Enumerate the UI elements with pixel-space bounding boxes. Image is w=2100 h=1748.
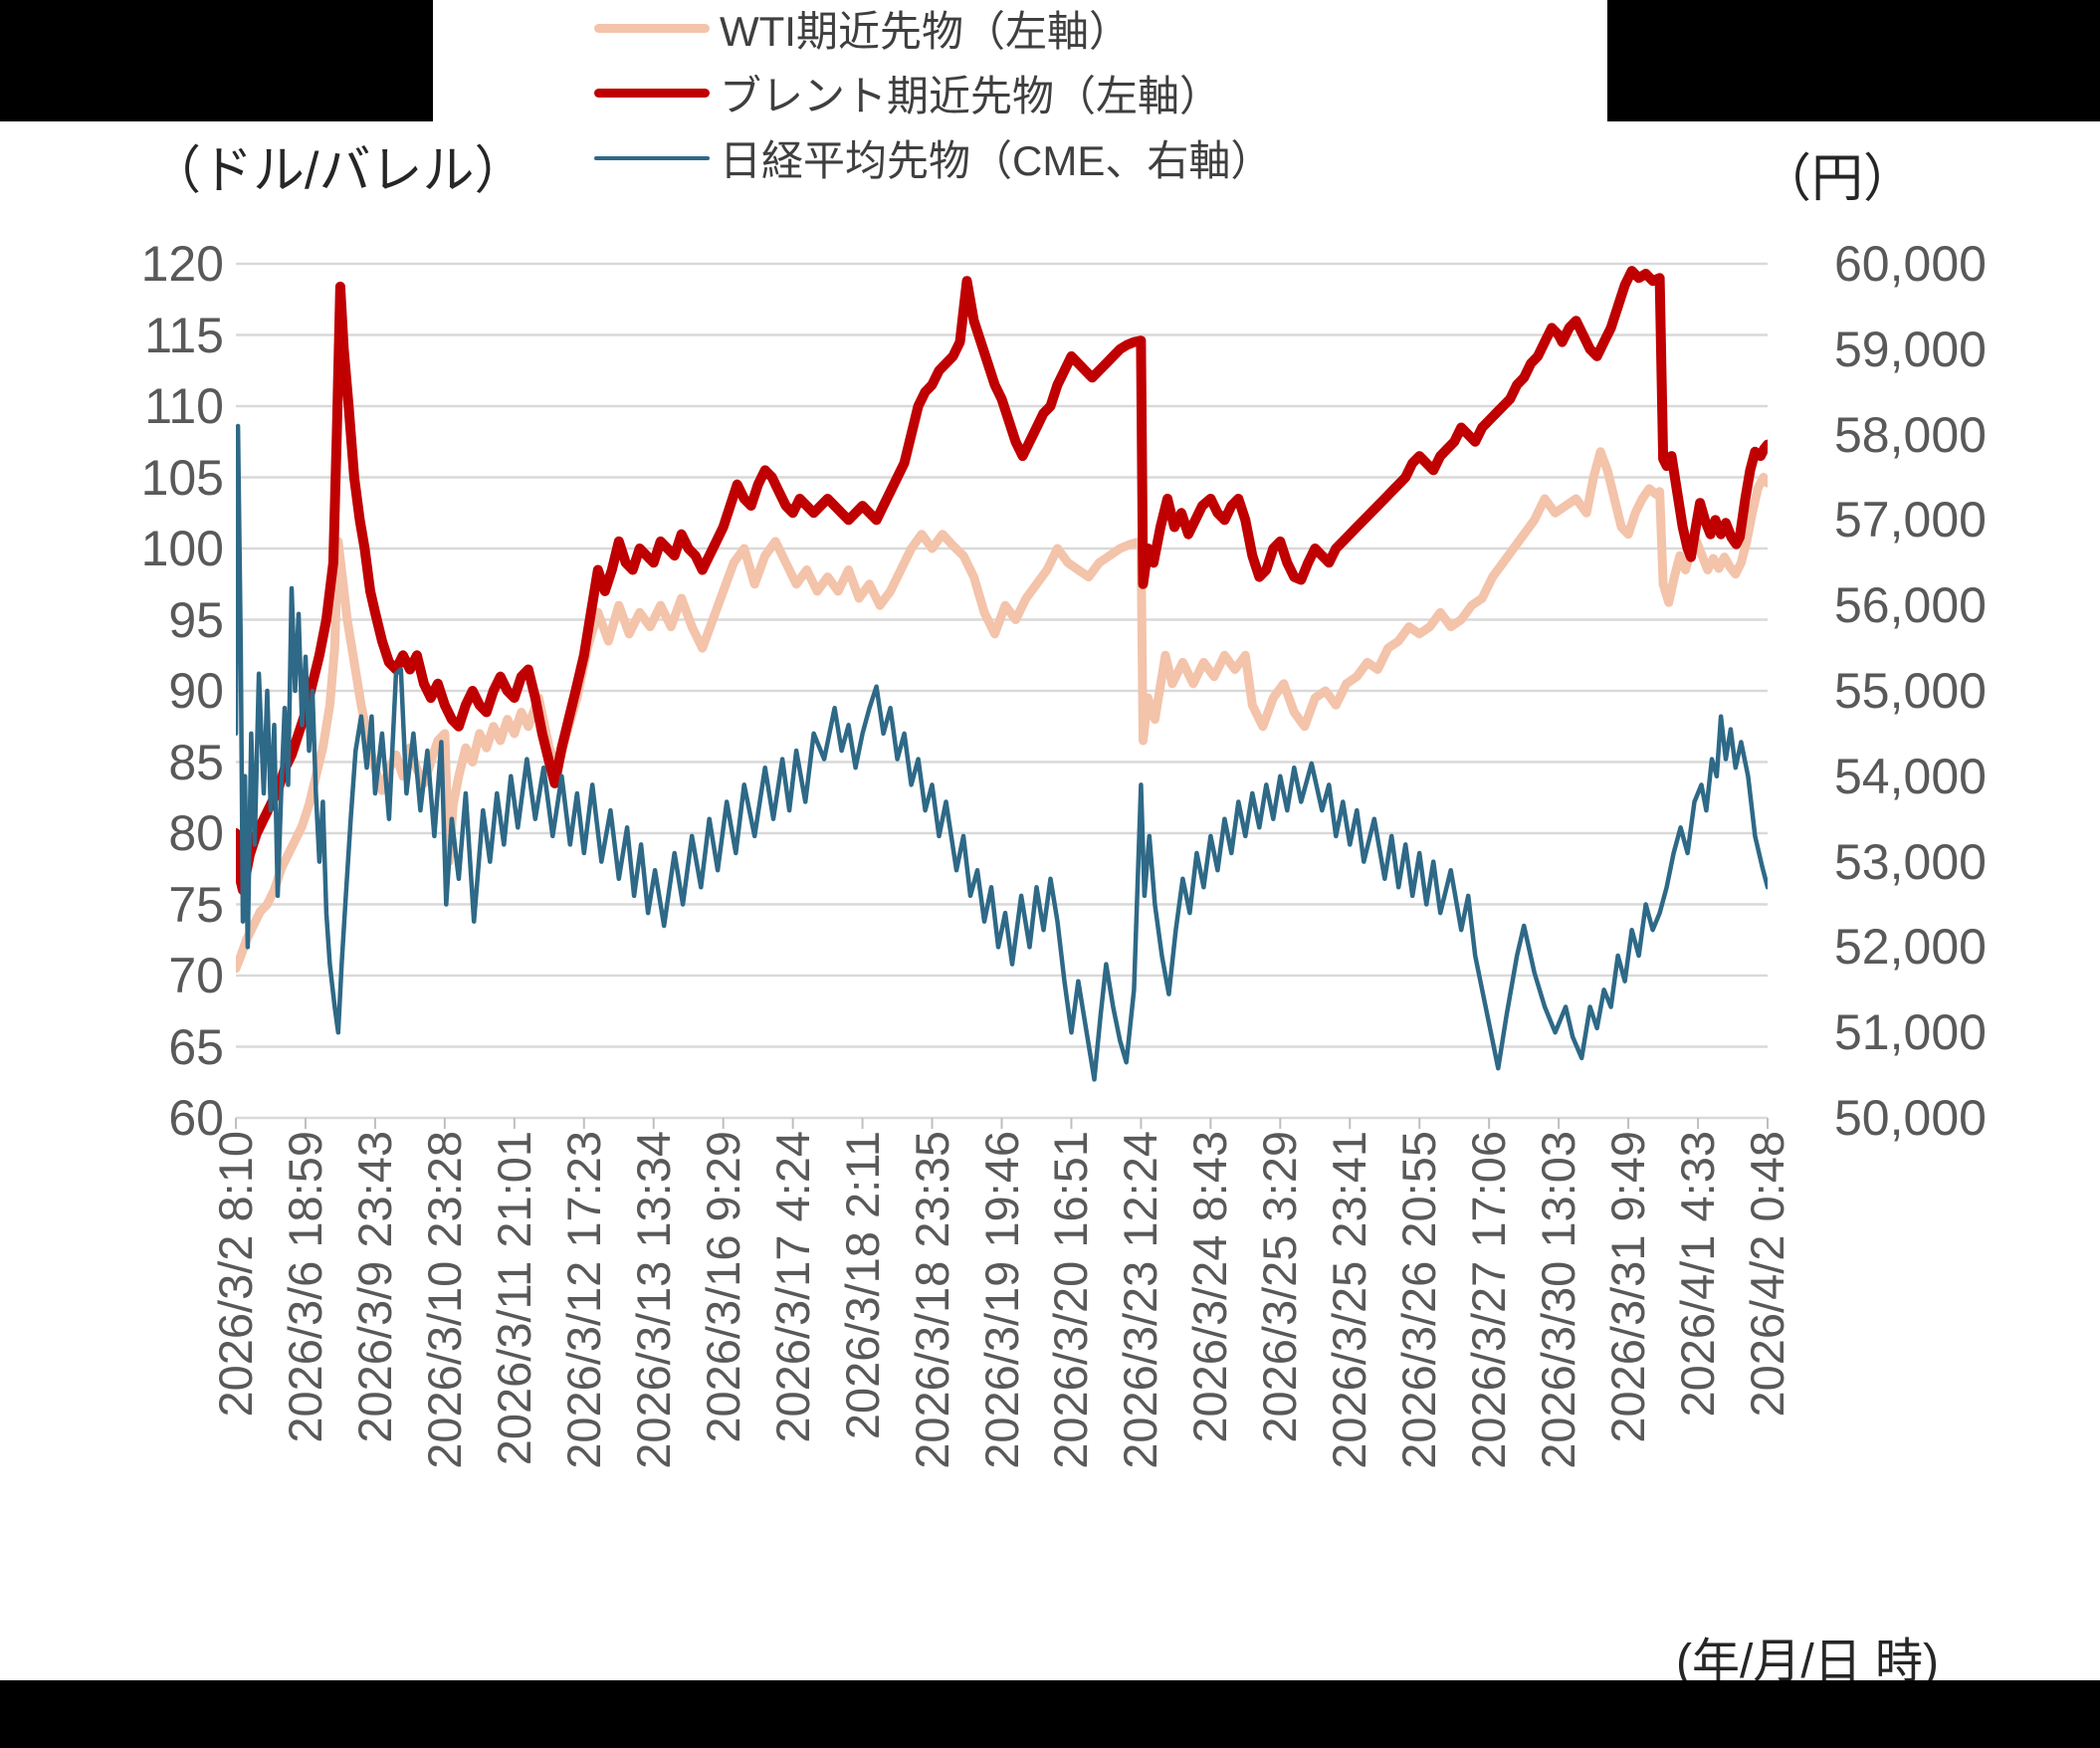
right-axis-tick-label: 58,000 <box>1834 406 1987 463</box>
left-axis-tick-label: 85 <box>168 734 224 790</box>
left-axis-tick-label: 100 <box>140 521 224 576</box>
x-axis-tick-label: 2026/3/30 13:03 <box>1532 1131 1585 1469</box>
legend-label: 日経平均先物（CME、右軸） <box>720 137 1273 184</box>
series-line-wti <box>236 447 1768 974</box>
x-axis-tick-label: 2026/3/13 13:34 <box>626 1131 680 1469</box>
legend-item: WTI期近先物（左軸） <box>594 4 1272 55</box>
x-axis-tick-label: 2026/3/27 17:06 <box>1462 1131 1516 1469</box>
left-axis-tick-label: 70 <box>168 948 224 1003</box>
x-axis-tick-label: 2026/3/12 17:23 <box>556 1131 610 1469</box>
left-axis-tick-label: 75 <box>168 876 224 933</box>
left-axis-tick-label: 115 <box>144 307 224 363</box>
x-axis-tick-label: 2026/3/10 23:28 <box>417 1131 471 1469</box>
x-axis-tick-label: 2026/3/25 3:29 <box>1253 1131 1307 1443</box>
legend-item: ブレント期近先物（左軸） <box>594 69 1272 119</box>
x-axis-tick-label: 2026/3/16 9:29 <box>696 1131 749 1443</box>
left-axis-tick-label: 110 <box>144 378 224 434</box>
left-axis-tick-label: 60 <box>168 1090 224 1146</box>
x-axis-tick-label: 2026/3/11 21:01 <box>487 1131 540 1466</box>
x-axis-tick-label: 2026/4/1 4:33 <box>1671 1131 1725 1418</box>
left-axis-tick-label: 80 <box>168 805 224 861</box>
x-axis-tick-label: 2026/3/18 23:35 <box>905 1131 958 1469</box>
x-axis-tick-label: 2026/3/17 4:24 <box>765 1131 819 1443</box>
redaction-bar-bottom <box>0 1680 2100 1748</box>
series-line-brent <box>236 266 1768 896</box>
right-axis-tick-label: 60,000 <box>1834 236 1987 292</box>
legend-line-swatch <box>594 89 710 98</box>
series-line-nikkei <box>236 423 1768 1082</box>
x-axis-tick-label: 2026/4/2 0:48 <box>1741 1131 1793 1418</box>
x-axis-tick-label: 2026/3/31 9:49 <box>1601 1131 1655 1443</box>
right-axis-tick-label: 51,000 <box>1834 1004 1987 1061</box>
x-axis-tick-label: 2026/3/26 20:55 <box>1392 1131 1446 1469</box>
right-axis-unit-label: （円） <box>1760 150 1916 208</box>
x-axis-tick-label: 2026/3/25 23:41 <box>1323 1131 1376 1469</box>
x-axis-tick-label: 2026/3/23 12:24 <box>1114 1131 1167 1469</box>
left-axis-tick-label: 95 <box>168 591 224 648</box>
x-axis-tick-label: 2026/3/19 19:46 <box>974 1131 1028 1469</box>
right-axis-tick-label: 56,000 <box>1834 577 1987 634</box>
x-axis-tick-label: 2026/3/20 16:51 <box>1044 1131 1098 1469</box>
right-axis-tick-label: 54,000 <box>1834 748 1987 804</box>
right-axis-tick-label: 57,000 <box>1834 492 1987 548</box>
right-axis-tick-label: 53,000 <box>1834 833 1987 890</box>
left-axis-tick-label: 105 <box>140 449 224 506</box>
x-axis-tick-label: 2026/3/2 8:10 <box>209 1131 262 1418</box>
legend-label: WTI期近先物（左軸） <box>720 8 1131 55</box>
redaction-bar-top-right <box>1607 0 2100 121</box>
left-axis-unit-label: （ドル/バレル） <box>149 142 526 200</box>
left-axis-tick-label: 90 <box>168 663 224 719</box>
right-axis-tick-label: 55,000 <box>1834 663 1987 719</box>
x-axis-unit-label: (年/月/日 時) <box>1676 1636 1939 1688</box>
legend-line-swatch <box>594 24 710 33</box>
legend: WTI期近先物（左軸） ブレント期近先物（左軸） 日経平均先物（CME、右軸） <box>594 4 1272 184</box>
legend-item: 日経平均先物（CME、右軸） <box>594 133 1272 184</box>
left-axis-tick-label: 120 <box>140 236 224 292</box>
x-axis-tick-label: 2026/3/9 23:43 <box>347 1131 401 1443</box>
left-axis-tick-label: 65 <box>168 1018 224 1075</box>
redaction-bar-top-left <box>0 0 433 121</box>
x-axis-tick-label: 2026/3/24 8:43 <box>1183 1131 1237 1443</box>
x-axis-tick-label: 2026/3/18 2:11 <box>835 1131 889 1440</box>
right-axis-tick-label: 52,000 <box>1834 919 1987 976</box>
legend-line-swatch <box>594 155 710 160</box>
right-axis-tick-label: 59,000 <box>1834 321 1987 377</box>
right-axis-tick-label: 50,000 <box>1834 1090 1987 1146</box>
legend-label: ブレント期近先物（左軸） <box>720 73 1222 119</box>
x-axis-tick-label: 2026/3/6 18:59 <box>278 1131 331 1443</box>
